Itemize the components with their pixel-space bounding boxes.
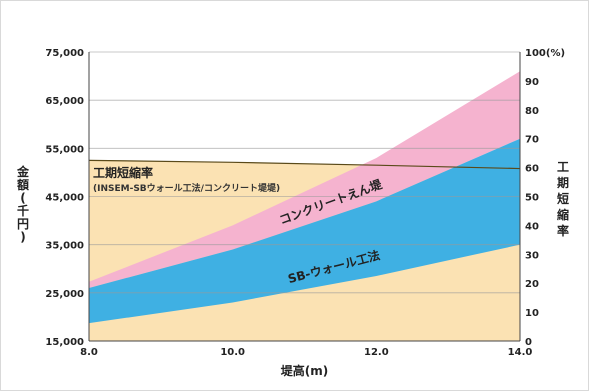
y-tick-label: 25,000 — [45, 289, 84, 300]
y2-tick-label: 40 — [525, 221, 539, 232]
y2-tick-label: 80 — [525, 106, 539, 117]
y2-tick-label: 20 — [525, 279, 539, 290]
y-tick-label: 55,000 — [45, 144, 84, 155]
band-sb-wall — [89, 138, 520, 324]
y-tick-label: 45,000 — [45, 193, 84, 204]
label-reduction-rate-note: (INSEM-SBウォール工法/コンクリート堤堤) — [93, 182, 280, 194]
x-tick-label: 10.0 — [220, 347, 245, 358]
y2-axis-title: 工期短縮率 — [557, 160, 569, 238]
y2-tick-label: 30 — [525, 250, 539, 261]
y-axis-title: 金額(千円) — [16, 164, 30, 244]
band-concrete-dam — [89, 71, 520, 289]
x-tick-label: 12.0 — [364, 347, 389, 358]
y2-tick-label: 60 — [525, 164, 539, 175]
reduction-rate-line — [88, 159, 521, 170]
y2-tick-label: 10 — [525, 308, 539, 319]
y2-tick-label: 50 — [525, 193, 539, 204]
y2-tick-label: 90 — [525, 77, 539, 88]
y-tick-label: 35,000 — [45, 241, 84, 252]
x-tick-label: 14.0 — [508, 347, 533, 358]
label-reduction-rate: 工期短縮率 — [93, 165, 153, 180]
y2-tick-label: 70 — [525, 135, 539, 146]
y2-tick-label: 0 — [525, 337, 532, 348]
x-axis-title: 堤高(m) — [281, 363, 328, 378]
y-tick-label: 15,000 — [45, 337, 84, 348]
x-tick-label: 8.0 — [80, 347, 98, 358]
y-tick-label: 75,000 — [45, 48, 84, 59]
y-tick-label: 65,000 — [45, 96, 84, 107]
y2-tick-label: 100(%) — [525, 48, 565, 59]
